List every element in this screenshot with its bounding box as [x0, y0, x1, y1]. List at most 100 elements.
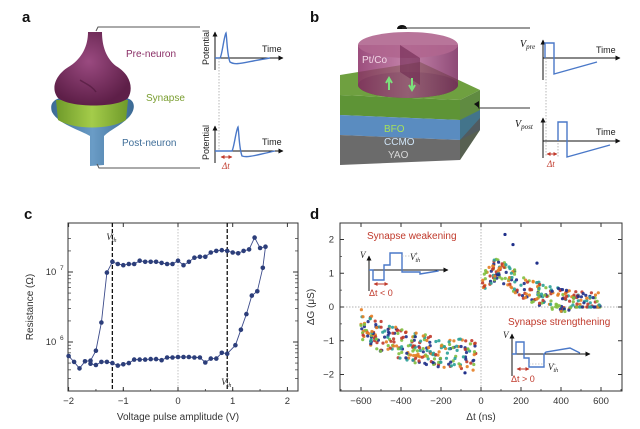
data-point-c — [186, 354, 192, 360]
series-line-c — [68, 236, 267, 370]
data-point-c — [257, 245, 263, 251]
data-point-d — [365, 331, 369, 335]
data-point-c — [263, 244, 268, 249]
data-point-c — [115, 363, 121, 368]
data-point-d — [464, 350, 469, 355]
data-point-d — [568, 299, 572, 303]
weakening-pulse-trace — [369, 252, 439, 281]
device-illustration — [340, 25, 480, 165]
data-point-c — [214, 248, 219, 254]
data-point-d — [445, 351, 449, 355]
data-point-d — [473, 344, 477, 348]
x-tick-label-d: 0 — [478, 396, 483, 407]
yao-label: YAO — [388, 150, 409, 161]
data-point-d — [379, 319, 383, 324]
data-point-d — [560, 297, 565, 301]
panel-a: a Pre-neuron Synapse Post-neuron Potenti… — [22, 9, 284, 171]
pt-co-label: Pt/Co — [362, 55, 387, 66]
data-point-d — [589, 291, 594, 295]
data-point-d — [537, 286, 541, 291]
data-point-d — [538, 301, 542, 305]
data-point-d — [593, 293, 598, 297]
data-point-d — [405, 351, 409, 355]
data-point-c — [181, 354, 186, 360]
data-point-c — [208, 250, 214, 255]
data-point-d — [425, 348, 429, 353]
data-point-c — [66, 353, 71, 359]
data-point-d — [438, 356, 443, 360]
y-tick-label-c: 10 — [46, 267, 57, 278]
data-point-d — [434, 353, 438, 357]
data-point-d — [394, 325, 398, 329]
data-point-d — [465, 365, 469, 369]
data-point-d — [366, 320, 370, 324]
data-point-d — [392, 337, 396, 341]
strengthening-inset: Vth− V Δt > 0 — [503, 330, 591, 384]
data-point-d — [510, 275, 514, 280]
data-point-d — [418, 348, 422, 353]
data-point-c — [110, 360, 115, 366]
data-point-d — [451, 346, 455, 350]
data-point-d — [578, 305, 582, 309]
data-point-d — [535, 281, 539, 285]
data-point-d — [560, 288, 565, 292]
data-point-c — [153, 259, 159, 265]
data-point-c — [104, 359, 110, 365]
data-point-d — [360, 327, 364, 331]
yao-side — [340, 135, 460, 165]
x-tick-label-d: −200 — [430, 396, 451, 407]
data-point-d — [511, 242, 515, 247]
data-point-d — [574, 305, 579, 309]
data-point-c — [131, 261, 137, 267]
data-point-d — [414, 356, 418, 360]
data-point-d — [568, 306, 573, 310]
vpre-pulse-trace — [544, 42, 598, 75]
data-point-d — [567, 308, 571, 312]
data-point-d — [448, 342, 452, 347]
data-point-d — [524, 278, 528, 282]
data-point-c — [148, 259, 153, 265]
data-point-d — [492, 258, 496, 262]
data-point-d — [465, 360, 469, 364]
data-point-d — [447, 340, 451, 344]
ccmo-label: CCMO — [384, 137, 415, 148]
strengthening-pulse-trace — [512, 341, 581, 368]
data-point-c — [164, 261, 170, 267]
data-point-c — [131, 357, 137, 362]
data-point-d — [571, 300, 575, 304]
data-point-c — [137, 357, 142, 362]
data-point-c — [254, 289, 260, 294]
data-point-d — [383, 329, 387, 333]
data-point-d — [464, 339, 468, 343]
y-tick-label-c: 10 — [46, 337, 57, 348]
data-point-d — [426, 357, 430, 361]
vpost-graph: Vpost Time Δt — [515, 117, 621, 169]
data-point-d — [504, 263, 508, 267]
data-point-d — [458, 364, 462, 368]
data-point-c — [214, 356, 219, 361]
data-point-d — [471, 359, 475, 363]
neuron-illustration — [51, 32, 134, 166]
polarization-down-arrow — [408, 78, 416, 92]
data-point-d — [563, 297, 568, 301]
data-point-c — [175, 258, 181, 264]
data-point-d — [411, 358, 415, 362]
data-point-d — [473, 341, 477, 345]
bfo-label: BFO — [384, 124, 405, 135]
data-point-d — [419, 339, 423, 343]
data-point-c — [99, 320, 104, 325]
data-point-d — [404, 356, 408, 360]
data-point-d — [544, 286, 548, 290]
data-point-d — [510, 286, 514, 290]
data-point-d — [452, 363, 456, 367]
data-point-d — [457, 362, 461, 366]
data-point-d — [574, 290, 578, 294]
threshold-label: Vth− — [106, 232, 116, 244]
data-point-c — [241, 248, 246, 254]
data-point-c — [252, 235, 257, 240]
plot-frame-c — [67, 222, 299, 392]
data-point-d — [381, 341, 385, 345]
data-point-d — [398, 356, 402, 360]
vpost-pulse-trace — [557, 121, 611, 158]
data-point-d — [383, 335, 387, 339]
